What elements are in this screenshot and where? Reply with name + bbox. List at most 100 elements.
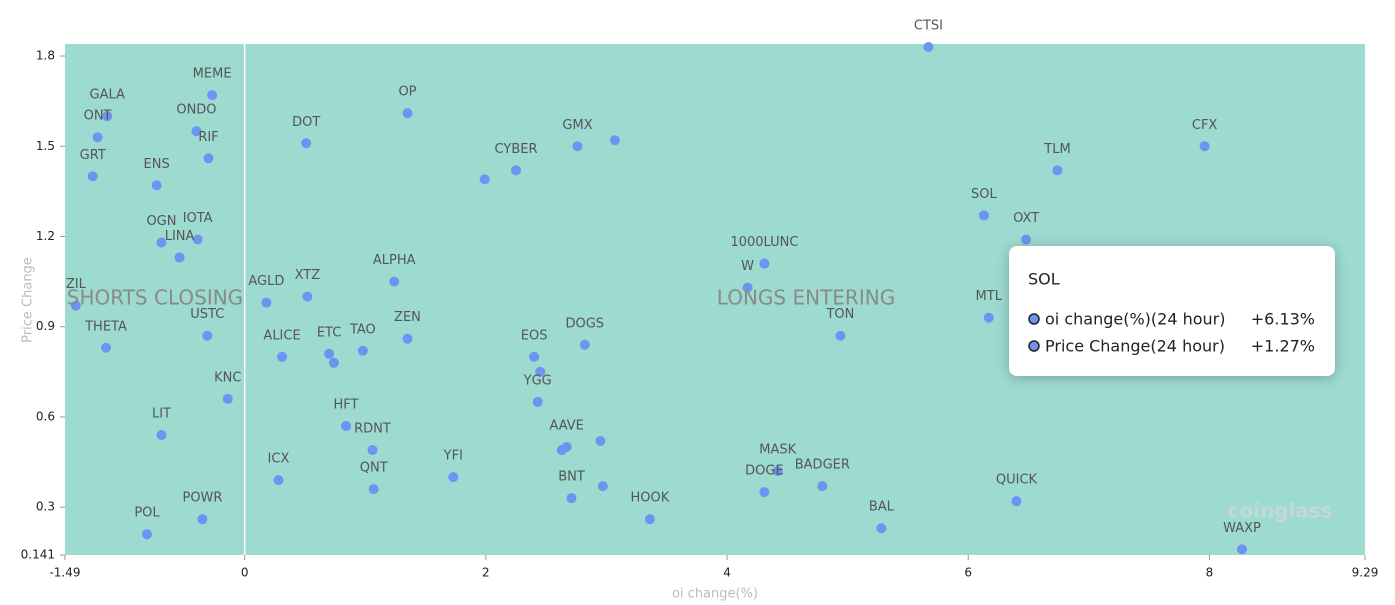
point-label: ONDO xyxy=(176,103,216,118)
point xyxy=(357,345,368,356)
point xyxy=(156,429,167,440)
point-label: ONT xyxy=(84,109,112,124)
point xyxy=(156,237,167,248)
point xyxy=(772,466,783,477)
point-label: YGG xyxy=(523,373,552,388)
point-label: ALPHA xyxy=(373,253,416,268)
point xyxy=(817,481,828,492)
point xyxy=(102,111,113,122)
point-label: BADGER xyxy=(795,458,850,473)
tooltip-value: +1.27% xyxy=(1251,337,1315,356)
point xyxy=(92,132,103,143)
x-tick-label: 4 xyxy=(723,566,731,580)
point xyxy=(191,126,202,137)
point xyxy=(142,529,153,540)
point xyxy=(301,138,312,149)
point-label: ZEN xyxy=(394,310,421,325)
point xyxy=(402,108,413,119)
x-tick-label: 6 xyxy=(964,566,972,580)
point-label: POWR xyxy=(182,491,222,506)
point xyxy=(595,436,606,447)
point xyxy=(579,339,590,350)
point xyxy=(207,90,218,101)
point-label: POL xyxy=(134,506,160,521)
point-label: CFX xyxy=(1192,118,1218,133)
point xyxy=(101,342,112,353)
point xyxy=(572,141,583,152)
watermark: coinglass xyxy=(1227,499,1332,523)
point-label: OGN xyxy=(146,214,176,229)
point xyxy=(324,348,335,359)
point-label: ENS xyxy=(144,157,170,172)
point-label: AGLD xyxy=(248,274,284,289)
point xyxy=(835,330,846,341)
point-label: SOL xyxy=(971,187,997,202)
point xyxy=(923,42,934,53)
point xyxy=(479,174,490,185)
point xyxy=(532,396,543,407)
point-label: XTZ xyxy=(295,268,321,283)
point-label: IOTA xyxy=(183,211,213,226)
point-label: AAVE xyxy=(549,419,583,434)
tooltip-title: SOL xyxy=(1028,270,1060,289)
point xyxy=(1021,234,1032,245)
point-label: RDNT xyxy=(354,422,391,437)
point-label: TLM xyxy=(1043,142,1070,157)
y-axis-title: Price Change xyxy=(21,257,36,343)
quadrant-label: SHORTS CLOSING xyxy=(67,286,243,310)
point xyxy=(742,282,753,293)
point-label: BNT xyxy=(558,470,585,485)
point xyxy=(367,445,378,456)
point-label: RIF xyxy=(198,130,218,145)
y-tick-label: 1.5 xyxy=(36,139,55,153)
point-label: KNC xyxy=(214,370,241,385)
point-label: MASK xyxy=(759,443,796,458)
point-label: YFI xyxy=(443,449,463,464)
point xyxy=(368,484,379,495)
point-label: GALA xyxy=(90,88,126,103)
point xyxy=(261,297,272,308)
y-tick-label: 1.8 xyxy=(36,49,55,63)
point-label: QUICK xyxy=(996,473,1038,488)
point-label: CTSI xyxy=(914,19,943,34)
point xyxy=(876,523,887,534)
point-label: GRT xyxy=(80,148,106,163)
point xyxy=(402,333,413,344)
point xyxy=(529,351,540,362)
point xyxy=(70,300,81,311)
point-label: HOOK xyxy=(630,491,669,506)
point-label: MEME xyxy=(193,67,232,82)
x-tick-label: 2 xyxy=(482,566,490,580)
point-label: LINA xyxy=(165,229,195,244)
point-label: W xyxy=(741,259,754,274)
point xyxy=(511,165,522,176)
point-label: OXT xyxy=(1013,211,1039,226)
tooltip-name: oi change(%)(24 hour) xyxy=(1045,310,1225,329)
point-label: BAL xyxy=(869,500,895,515)
point-label: THETA xyxy=(84,319,127,334)
point xyxy=(609,135,620,146)
quadrant-label: LONGS ENTERING xyxy=(717,286,895,310)
point xyxy=(448,472,459,483)
x-tick-label: 8 xyxy=(1206,566,1214,580)
y-tick-label: 0.3 xyxy=(36,500,55,514)
point xyxy=(151,180,162,191)
tooltip-marker xyxy=(1028,340,1040,352)
point xyxy=(644,514,655,525)
point-label: TAO xyxy=(349,322,376,337)
point xyxy=(273,475,284,486)
point-label: CYBER xyxy=(495,142,538,157)
point xyxy=(1199,141,1210,152)
point-label: WAXP xyxy=(1223,521,1261,536)
y-tick-label: 0.141 xyxy=(21,548,55,562)
tooltip-marker xyxy=(1028,313,1040,325)
y-tick-label: 0.6 xyxy=(36,409,55,423)
point-label: OP xyxy=(398,85,416,100)
tooltip-box xyxy=(1009,246,1335,376)
point xyxy=(203,153,214,164)
point xyxy=(759,487,770,498)
point-label: EOS xyxy=(521,328,548,343)
point-label: ALICE xyxy=(263,328,300,343)
point xyxy=(1011,496,1022,507)
